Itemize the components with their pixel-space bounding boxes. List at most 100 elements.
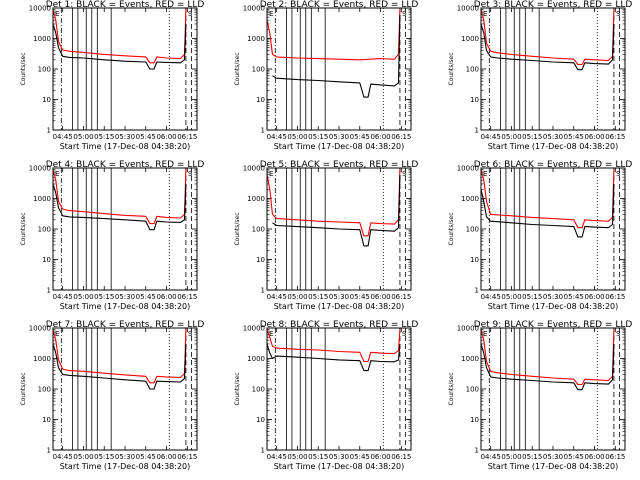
y-tick-label: 1000 bbox=[461, 35, 479, 43]
event-marker-s: S bbox=[188, 170, 193, 178]
x-tick-label: 05:00 bbox=[73, 133, 93, 141]
x-tick-label: 05:15 bbox=[94, 293, 114, 301]
plot-frame bbox=[266, 327, 412, 451]
x-tick-label: 05:30 bbox=[329, 453, 349, 461]
y-tick-label: 1000 bbox=[247, 355, 265, 363]
x-tick-label: 05:45 bbox=[136, 293, 156, 301]
chart-title: Det 8: BLACK = Events, RED = LLD bbox=[260, 320, 419, 330]
chart-title: Det 7: BLACK = Events, RED = LLD bbox=[46, 320, 205, 330]
lld-series-line bbox=[266, 9, 401, 61]
x-tick-label: 05:15 bbox=[308, 453, 328, 461]
chart-title: Det 1: BLACK = Events, RED = LLD bbox=[46, 0, 205, 10]
x-tick-label: 06:00 bbox=[370, 133, 390, 141]
y-tick-label: 1000 bbox=[247, 35, 265, 43]
x-tick-label: 05:30 bbox=[543, 453, 563, 461]
plot-frame bbox=[52, 167, 198, 291]
x-tick-label: 06:00 bbox=[156, 293, 176, 301]
x-tick-label: 05:45 bbox=[136, 453, 156, 461]
y-tick-label: 1 bbox=[261, 287, 265, 295]
chart-panel: Det 6: BLACK = Events, RED = LLD Counts/s… bbox=[448, 160, 632, 311]
x-tick-label: 05:15 bbox=[522, 293, 542, 301]
x-tick-label: 05:45 bbox=[350, 133, 370, 141]
y-tick-label: 10 bbox=[470, 416, 479, 424]
y-tick-label: 1000 bbox=[33, 355, 51, 363]
y-tick-label: 10000 bbox=[457, 325, 479, 333]
x-tick-label: 06:00 bbox=[370, 453, 390, 461]
event-marker-e: E bbox=[269, 330, 273, 338]
y-tick-label: 1000 bbox=[461, 355, 479, 363]
x-tick-label: 06:15 bbox=[391, 453, 411, 461]
y-tick-label: 100 bbox=[252, 66, 265, 74]
events-series-line bbox=[272, 14, 401, 98]
x-tick-label: 06:15 bbox=[605, 453, 625, 461]
y-tick-label: 1000 bbox=[247, 195, 265, 203]
x-tick-label: 05:00 bbox=[73, 293, 93, 301]
lld-series-line bbox=[480, 169, 615, 229]
event-marker-e: E bbox=[55, 10, 59, 18]
plot-frame bbox=[480, 167, 626, 291]
events-series-line bbox=[480, 183, 615, 238]
lld-series-line bbox=[52, 9, 187, 64]
y-tick-label: 10000 bbox=[457, 165, 479, 173]
y-tick-label: 100 bbox=[38, 386, 51, 394]
y-tick-label: 100 bbox=[252, 386, 265, 394]
event-marker-s: S bbox=[402, 330, 407, 338]
chart-title: Det 3: BLACK = Events, RED = LLD bbox=[474, 0, 633, 10]
event-marker-e: E bbox=[269, 170, 273, 178]
event-marker-e: E bbox=[269, 10, 273, 18]
y-tick-label: 10 bbox=[470, 96, 479, 104]
x-tick-label: 04:45 bbox=[481, 453, 501, 461]
event-marker-s: S bbox=[402, 10, 407, 18]
x-tick-label: 05:30 bbox=[115, 453, 135, 461]
y-tick-label: 10 bbox=[42, 416, 51, 424]
y-tick-label: 1 bbox=[261, 447, 265, 455]
plot-frame bbox=[480, 327, 626, 451]
y-tick-label: 100 bbox=[466, 226, 479, 234]
y-tick-label: 1 bbox=[47, 127, 51, 135]
y-tick-label: 10000 bbox=[457, 5, 479, 13]
y-tick-label: 1000 bbox=[461, 195, 479, 203]
y-tick-label: 1000 bbox=[33, 35, 51, 43]
event-marker-e: E bbox=[483, 10, 487, 18]
event-marker-s: S bbox=[616, 170, 621, 178]
x-tick-label: 06:00 bbox=[156, 453, 176, 461]
x-tick-label: 06:15 bbox=[177, 133, 197, 141]
y-axis-label: Counts/sec bbox=[448, 372, 455, 405]
events-series-line bbox=[272, 174, 401, 247]
y-axis-label: Counts/sec bbox=[20, 52, 27, 85]
plot-frame bbox=[266, 167, 412, 291]
lld-series-line bbox=[480, 9, 615, 66]
x-tick-label: 05:15 bbox=[308, 293, 328, 301]
y-tick-label: 100 bbox=[38, 226, 51, 234]
x-axis-label: Start Time (17-Dec-08 04:38:20) bbox=[488, 462, 619, 471]
x-tick-label: 06:15 bbox=[177, 453, 197, 461]
x-tick-label: 04:45 bbox=[53, 293, 73, 301]
y-axis-label: Counts/sec bbox=[448, 212, 455, 245]
x-tick-label: 05:00 bbox=[73, 453, 93, 461]
y-tick-label: 10 bbox=[470, 256, 479, 264]
event-marker-s: S bbox=[402, 170, 407, 178]
chart-title: Det 9: BLACK = Events, RED = LLD bbox=[474, 320, 633, 330]
chart-panel: Det 1: BLACK = Events, RED = LLD Counts/s… bbox=[20, 0, 204, 151]
x-tick-label: 04:45 bbox=[267, 453, 287, 461]
x-tick-label: 05:45 bbox=[350, 293, 370, 301]
y-tick-label: 100 bbox=[466, 386, 479, 394]
x-tick-label: 06:15 bbox=[605, 293, 625, 301]
y-tick-label: 1 bbox=[47, 447, 51, 455]
x-tick-label: 05:00 bbox=[287, 453, 307, 461]
events-series-line bbox=[52, 183, 187, 231]
event-marker-e: E bbox=[55, 330, 59, 338]
x-tick-label: 05:45 bbox=[350, 453, 370, 461]
y-tick-label: 10 bbox=[256, 96, 265, 104]
x-tick-label: 05:00 bbox=[501, 453, 521, 461]
x-tick-label: 06:15 bbox=[177, 293, 197, 301]
y-tick-label: 10 bbox=[42, 96, 51, 104]
event-marker-s: S bbox=[616, 10, 621, 18]
y-axis-label: Counts/sec bbox=[448, 52, 455, 85]
event-marker-e: E bbox=[55, 170, 59, 178]
plot-frame bbox=[266, 7, 412, 131]
plot-frame bbox=[52, 7, 198, 131]
x-tick-label: 05:00 bbox=[287, 293, 307, 301]
event-marker-s: S bbox=[188, 330, 193, 338]
